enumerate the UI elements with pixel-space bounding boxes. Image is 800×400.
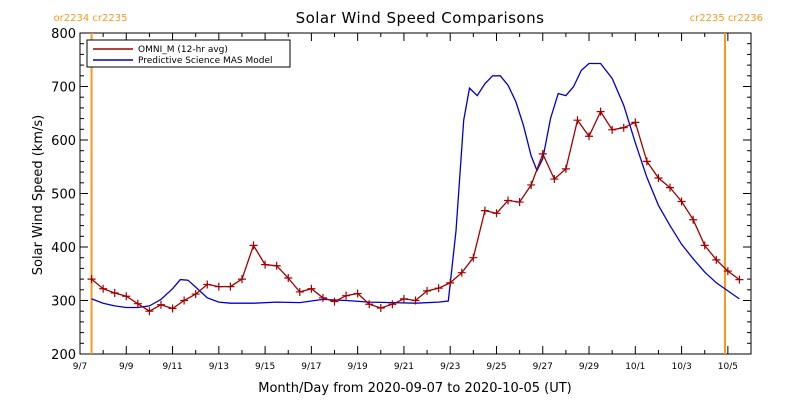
y-tick-label: 600 [51, 134, 76, 149]
data-point [666, 183, 675, 192]
axes-layer: 200 300 400 500 600 700 800 9/7 9/9 9/11 9/13 9/15 9… [51, 27, 752, 372]
data-point [480, 206, 489, 215]
data-point [133, 299, 142, 308]
data-point [249, 241, 258, 250]
chart-title: Solar Wind Speed Comparisons [296, 9, 545, 27]
x-tick-label: 9/25 [486, 362, 506, 372]
data-point [284, 274, 293, 283]
x-tick-label: 9/15 [255, 362, 275, 372]
x-tick-label: 9/29 [579, 362, 599, 372]
data-point [272, 261, 281, 270]
x-axis-label: Month/Day from 2020-09-07 to 2020-10-05 … [258, 381, 571, 396]
plot-frame [79, 32, 752, 355]
y-axis-label: Solar Wind Speed (km/s) [31, 115, 46, 275]
data-point [237, 275, 246, 284]
series-line [91, 62, 740, 309]
data-point [214, 282, 223, 291]
data-point [689, 215, 698, 224]
y-tick-label: 400 [51, 241, 76, 256]
data-point [203, 280, 212, 289]
x-tick-label: 10/1 [625, 362, 645, 372]
x-tick-label: 9/9 [119, 362, 134, 372]
x-tick-label: 9/7 [73, 362, 87, 372]
data-point [295, 287, 304, 296]
data-point [342, 291, 351, 300]
data-point [457, 268, 466, 277]
data-point [261, 260, 270, 269]
data-point [99, 284, 108, 293]
data-point [469, 253, 478, 262]
x-tick-label: 9/17 [301, 362, 321, 372]
data-point [87, 275, 96, 284]
y-tick-label: 300 [51, 295, 76, 310]
data-point [180, 296, 189, 305]
data-point [110, 289, 119, 298]
data-point [191, 290, 200, 299]
data-point [573, 116, 582, 125]
data-point [504, 196, 513, 205]
data-point [585, 132, 594, 141]
data-point [423, 286, 432, 295]
data-point [642, 157, 651, 166]
data-point [446, 278, 455, 287]
data-point [399, 294, 408, 303]
data-point [411, 296, 420, 305]
data-point [226, 282, 235, 291]
x-tick-label: 9/23 [440, 362, 460, 372]
data-point [145, 307, 154, 316]
series-layer [87, 62, 744, 316]
data-point [735, 275, 744, 284]
data-point [307, 284, 316, 293]
x-tick-label: 9/21 [394, 362, 414, 372]
data-point [723, 267, 732, 276]
x-tick-label: 9/13 [209, 362, 229, 372]
legend-box [86, 39, 291, 68]
data-point [156, 300, 165, 309]
x-tick-label: 9/19 [348, 362, 368, 372]
y-tick-label: 200 [51, 348, 76, 363]
data-point [700, 241, 709, 250]
data-point [631, 118, 640, 127]
data-point [330, 297, 339, 306]
data-point [527, 180, 536, 189]
data-point [538, 149, 547, 158]
data-point [388, 300, 397, 309]
legend: OMNI_M (12-hr avg)Predictive Science MAS… [86, 39, 291, 68]
data-point [376, 303, 385, 312]
data-point [122, 292, 131, 301]
y-tick-label: 700 [51, 81, 76, 96]
data-point [168, 304, 177, 313]
data-point [619, 123, 628, 132]
data-point [353, 289, 362, 298]
rotation-marker-label: cr2235 cr2236 [690, 13, 763, 24]
data-point [712, 255, 721, 264]
y-tick-label: 800 [51, 27, 76, 42]
y-tick-label: 500 [51, 188, 76, 203]
data-point [492, 209, 501, 218]
data-point [318, 293, 327, 302]
data-point [561, 164, 570, 173]
data-point [677, 197, 686, 206]
rotation-marker-label: or2234 cr2235 [54, 13, 128, 24]
data-point [596, 107, 605, 116]
legend-entry: OMNI_M (12-hr avg) [138, 45, 228, 55]
data-point [654, 173, 663, 182]
data-point [550, 175, 559, 184]
x-tick-label: 9/27 [533, 362, 553, 372]
x-tick-label: 10/3 [671, 362, 691, 372]
x-tick-label: 10/5 [718, 362, 738, 372]
data-point [608, 125, 617, 134]
rotation-markers: or2234 cr2235 cr2235 cr2236 [54, 13, 763, 354]
data-point [365, 300, 374, 309]
legend-entry: Predictive Science MAS Model [138, 56, 273, 66]
data-point [434, 284, 443, 293]
data-point [515, 198, 524, 207]
x-tick-label: 9/11 [162, 362, 182, 372]
